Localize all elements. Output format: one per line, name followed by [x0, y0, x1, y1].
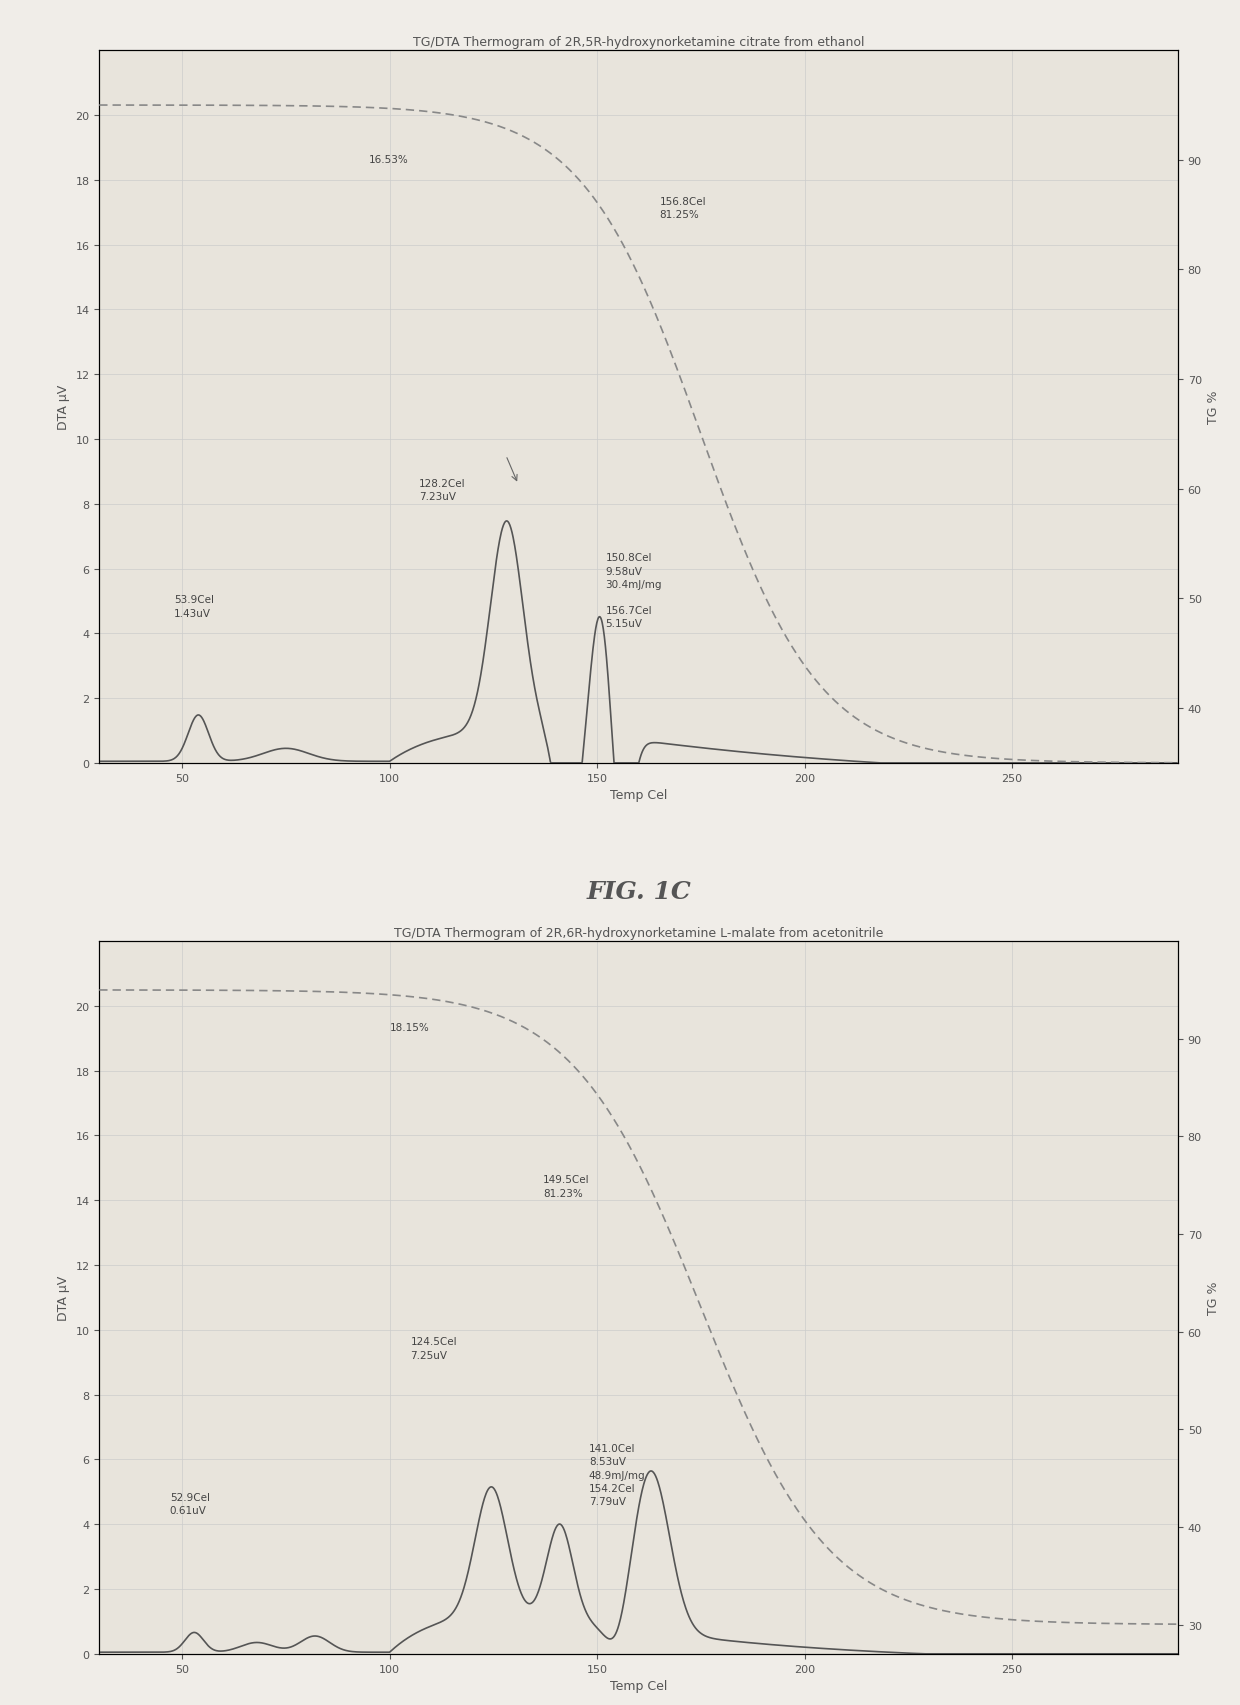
Text: 150.8Cel
9.58uV
30.4mJ/mg

156.7Cel
5.15uV: 150.8Cel 9.58uV 30.4mJ/mg 156.7Cel 5.15u…: [605, 552, 662, 629]
Text: 156.8Cel
81.25%: 156.8Cel 81.25%: [660, 196, 706, 220]
Y-axis label: DTA μV: DTA μV: [57, 1275, 69, 1320]
Y-axis label: TG %: TG %: [1208, 390, 1220, 425]
Title: TG/DTA Thermogram of 2R,5R-hydroxynorketamine citrate from ethanol: TG/DTA Thermogram of 2R,5R-hydroxynorket…: [413, 36, 864, 49]
Text: 53.9Cel
1.43uV: 53.9Cel 1.43uV: [174, 595, 213, 619]
Text: 141.0Cel
8.53uV
48.9mJ/mg
154.2Cel
7.79uV: 141.0Cel 8.53uV 48.9mJ/mg 154.2Cel 7.79u…: [589, 1444, 646, 1506]
Text: 149.5Cel
81.23%: 149.5Cel 81.23%: [543, 1175, 590, 1199]
X-axis label: Temp Cel: Temp Cel: [610, 1679, 667, 1691]
Text: 52.9Cel
0.61uV: 52.9Cel 0.61uV: [170, 1492, 210, 1516]
Text: 128.2Cel
7.23uV: 128.2Cel 7.23uV: [419, 479, 465, 501]
Text: 18.15%: 18.15%: [389, 1023, 429, 1033]
X-axis label: Temp Cel: Temp Cel: [610, 789, 667, 801]
Title: TG/DTA Thermogram of 2R,6R-hydroxynorketamine L-malate from acetonitrile: TG/DTA Thermogram of 2R,6R-hydroxynorket…: [394, 926, 883, 939]
Y-axis label: TG %: TG %: [1208, 1280, 1220, 1315]
Text: FIG. 1C: FIG. 1C: [587, 880, 691, 904]
Y-axis label: DTA μV: DTA μV: [57, 385, 69, 430]
Text: 124.5Cel
7.25uV: 124.5Cel 7.25uV: [410, 1337, 458, 1359]
Text: 16.53%: 16.53%: [370, 155, 409, 165]
